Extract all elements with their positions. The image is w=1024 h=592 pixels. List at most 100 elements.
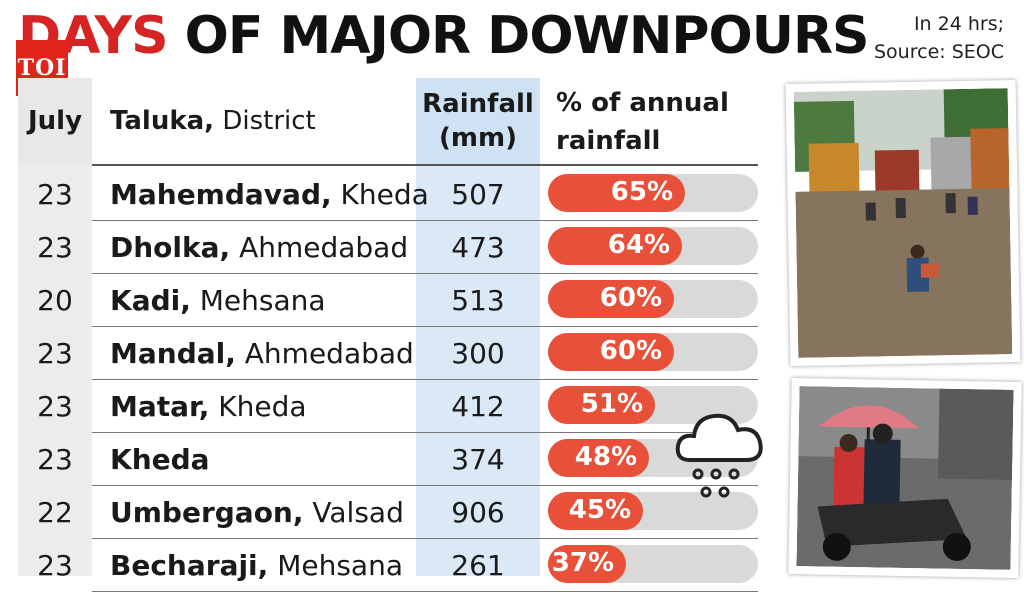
source-line-1: In 24 hrs;: [913, 13, 1004, 35]
percent-bar: 60%: [548, 280, 674, 318]
header-rainfall-line2: (mm): [439, 123, 517, 153]
rainfall-column-bg: [416, 164, 540, 576]
cell-rainfall: 906: [451, 496, 505, 529]
scooter-photo: [788, 378, 1022, 578]
percent-label: 51%: [580, 389, 643, 419]
cell-rainfall: 412: [451, 390, 505, 423]
header-percent-line1: % of annual: [556, 88, 729, 118]
cell-rainfall: 507: [451, 178, 505, 211]
percent-label: 45%: [568, 495, 631, 525]
cell-july: 23: [37, 178, 73, 211]
source-line-2: Source: SEOC: [874, 41, 1004, 63]
cell-july: 23: [37, 390, 73, 423]
taluka-name: Dholka,: [110, 231, 231, 264]
percent-bar-track: 37%: [548, 545, 758, 583]
cell-taluka: Kheda: [110, 443, 210, 476]
percent-bar: 48%: [548, 439, 649, 477]
percent-bar: 65%: [548, 174, 685, 212]
table-row: 23 Mandal, Ahmedabad 300 60%: [18, 327, 758, 380]
row-divider: [92, 220, 758, 221]
percent-bar-track: 45%: [548, 492, 758, 530]
header-divider: [92, 164, 758, 166]
taluka-name: Matar,: [110, 390, 210, 423]
rainfall-table: July Taluka, District Rainfall (mm) % of…: [18, 78, 758, 592]
title-black-part: OF MAJOR DOWNPOURS: [167, 6, 870, 66]
rain-cloud-icon: [675, 413, 763, 498]
district-name: Mehsana: [268, 549, 403, 582]
table-row: 23 Becharaji, Mehsana 261 37%: [18, 539, 758, 592]
district-name: Kheda: [331, 178, 429, 211]
cell-rainfall: 261: [451, 549, 505, 582]
district-name: Valsad: [303, 496, 404, 529]
cell-july: 23: [37, 231, 73, 264]
table-row: 23 Matar, Kheda 412 51%: [18, 380, 758, 433]
cell-rainfall: 300: [451, 337, 505, 370]
row-divider: [92, 538, 758, 539]
source-note: In 24 hrs; Source: SEOC: [874, 10, 1004, 66]
percent-label: 60%: [599, 336, 662, 366]
flood-photo-illustration: [793, 88, 1013, 358]
percent-bar: 45%: [548, 492, 643, 530]
header-district: District: [214, 106, 316, 136]
cell-taluka: Mandal, Ahmedabad: [110, 337, 414, 370]
cell-taluka: Kadi, Mehsana: [110, 284, 326, 317]
cell-rainfall: 513: [451, 284, 505, 317]
table-row: 20 Kadi, Mehsana 513 60%: [18, 274, 758, 327]
taluka-name: Becharaji,: [110, 549, 269, 582]
table-row: 23 Kheda 374 48%: [18, 433, 758, 486]
header-percent-line2: rainfall: [556, 126, 661, 156]
row-divider: [92, 432, 758, 433]
district-name: Mehsana: [190, 284, 326, 317]
header-taluka: Taluka, District: [110, 104, 316, 138]
table-row: 23 Mahemdavad, Kheda 507 65%: [18, 168, 758, 221]
table-row: 22 Umbergaon, Valsad 906 45%: [18, 486, 758, 539]
cell-rainfall: 374: [451, 443, 505, 476]
cell-july: 23: [37, 337, 73, 370]
percent-bar-track: 65%: [548, 174, 758, 212]
header-rainfall: Rainfall (mm): [416, 78, 540, 164]
taluka-name: Kadi,: [110, 284, 191, 317]
title-bar: DAYS OF MAJOR DOWNPOURS In 24 hrs; Sourc…: [0, 0, 1024, 78]
flood-photo: [785, 80, 1021, 366]
percent-label: 65%: [610, 177, 673, 207]
cell-july: 23: [37, 549, 73, 582]
scooter-photo-illustration: [796, 386, 1014, 570]
taluka-name: Kheda: [110, 443, 210, 476]
table-row: 23 Dholka, Ahmedabad 473 64%: [18, 221, 758, 274]
chart-title: DAYS OF MAJOR DOWNPOURS: [18, 6, 870, 66]
row-divider: [92, 379, 758, 380]
row-divider: [92, 485, 758, 486]
percent-bar: 37%: [548, 545, 626, 583]
percent-bar: 51%: [548, 386, 655, 424]
taluka-name: Mahemdavad,: [110, 178, 332, 211]
taluka-name: Mandal,: [110, 337, 236, 370]
cell-taluka: Mahemdavad, Kheda: [110, 178, 429, 211]
cell-taluka: Umbergaon, Valsad: [110, 496, 404, 529]
row-divider: [92, 326, 758, 327]
cell-july: 22: [37, 496, 73, 529]
table-header: July Taluka, District Rainfall (mm) % of…: [18, 78, 758, 164]
header-rainfall-line1: Rainfall: [422, 89, 534, 119]
cell-rainfall: 473: [451, 231, 505, 264]
percent-label: 60%: [599, 283, 662, 313]
district-name: Kheda: [209, 390, 307, 423]
percent-bar: 60%: [548, 333, 674, 371]
cell-taluka: Matar, Kheda: [110, 390, 307, 423]
cell-july: 23: [37, 443, 73, 476]
july-column-bg: [18, 164, 92, 576]
header-percent: % of annual rainfall: [556, 84, 729, 160]
percent-bar-track: 60%: [548, 333, 758, 371]
percent-label: 48%: [574, 442, 637, 472]
cell-taluka: Becharaji, Mehsana: [110, 549, 403, 582]
cell-taluka: Dholka, Ahmedabad: [110, 231, 408, 264]
cell-july: 20: [37, 284, 73, 317]
percent-bar-track: 60%: [548, 280, 758, 318]
percent-bar: 64%: [548, 227, 682, 265]
percent-bar-track: 64%: [548, 227, 758, 265]
toi-logo-text: TOI: [17, 55, 67, 81]
percent-label: 37%: [551, 548, 614, 578]
row-divider: [92, 273, 758, 274]
header-july: July: [18, 78, 92, 164]
header-taluka-bold: Taluka,: [110, 106, 215, 136]
district-name: Ahmedabad: [230, 231, 409, 264]
